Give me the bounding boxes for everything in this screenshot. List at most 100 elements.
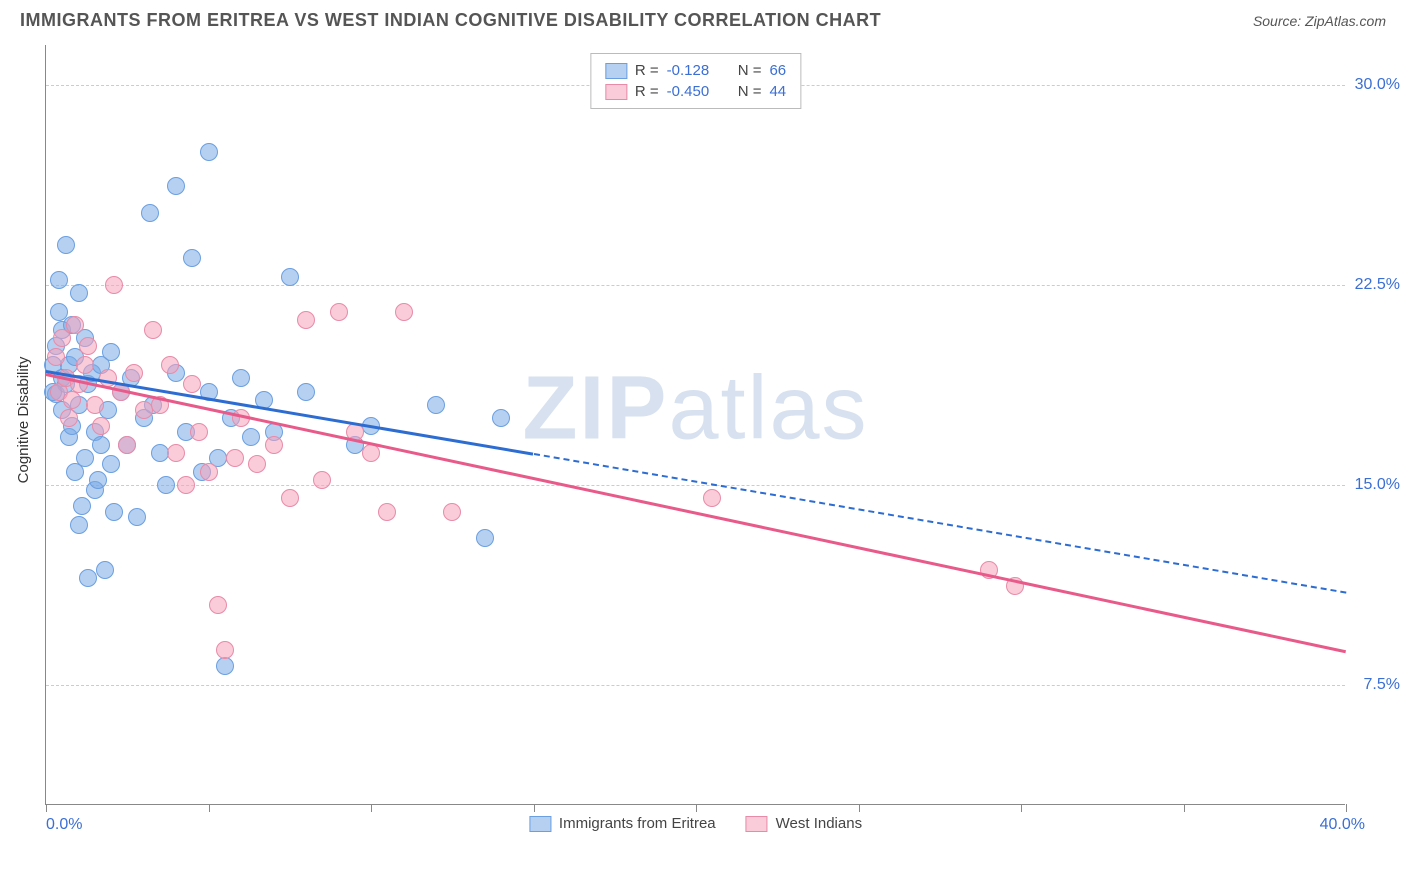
- scatter-point: [76, 449, 94, 467]
- r-value: -0.128: [667, 62, 710, 79]
- scatter-point: [281, 489, 299, 507]
- watermark-light: atlas: [668, 359, 868, 459]
- scatter-point: [118, 436, 136, 454]
- scatter-point: [63, 391, 81, 409]
- scatter-point: [216, 641, 234, 659]
- scatter-point: [105, 276, 123, 294]
- scatter-point: [492, 409, 510, 427]
- chart-title: IMMIGRANTS FROM ERITREA VS WEST INDIAN C…: [20, 10, 881, 31]
- x-tick: [1021, 804, 1022, 812]
- scatter-point: [79, 569, 97, 587]
- scatter-point: [92, 436, 110, 454]
- watermark-bold: ZIP: [522, 359, 668, 459]
- scatter-point: [297, 311, 315, 329]
- scatter-point: [378, 503, 396, 521]
- scatter-point: [60, 409, 78, 427]
- r-value: -0.450: [667, 83, 710, 100]
- scatter-point: [50, 271, 68, 289]
- legend-swatch: [529, 816, 551, 832]
- series-name: Immigrants from Eritrea: [559, 815, 716, 832]
- n-label: N =: [738, 83, 762, 100]
- scatter-point: [427, 396, 445, 414]
- x-tick: [1346, 804, 1347, 812]
- scatter-point: [443, 503, 461, 521]
- scatter-point: [66, 316, 84, 334]
- n-value: 44: [769, 83, 786, 100]
- legend-swatch: [746, 816, 768, 832]
- scatter-point: [177, 476, 195, 494]
- watermark: ZIPatlas: [522, 358, 868, 461]
- y-tick-label: 30.0%: [1355, 76, 1400, 94]
- y-tick-label: 22.5%: [1355, 276, 1400, 294]
- scatter-point: [128, 508, 146, 526]
- x-tick: [696, 804, 697, 812]
- x-tick: [46, 804, 47, 812]
- legend-swatch: [605, 63, 627, 79]
- r-label: R =: [635, 83, 659, 100]
- trend-line-dashed: [533, 453, 1346, 594]
- scatter-point: [183, 249, 201, 267]
- scatter-point: [102, 343, 120, 361]
- scatter-point: [362, 444, 380, 462]
- scatter-point: [96, 561, 114, 579]
- scatter-point: [167, 177, 185, 195]
- scatter-point: [265, 436, 283, 454]
- scatter-point: [86, 396, 104, 414]
- scatter-point: [79, 337, 97, 355]
- x-tick: [534, 804, 535, 812]
- x-tick: [1184, 804, 1185, 812]
- scatter-point: [209, 596, 227, 614]
- chart-source: Source: ZipAtlas.com: [1253, 13, 1386, 29]
- legend-swatch: [605, 84, 627, 100]
- chart-plot-area: ZIPatlas 7.5%15.0%22.5%30.0%0.0%40.0%R =…: [45, 45, 1345, 805]
- scatter-point: [161, 356, 179, 374]
- chart-header: IMMIGRANTS FROM ERITREA VS WEST INDIAN C…: [0, 0, 1406, 36]
- scatter-point: [703, 489, 721, 507]
- scatter-point: [395, 303, 413, 321]
- n-label: N =: [738, 62, 762, 79]
- x-max-label: 40.0%: [1320, 816, 1365, 834]
- scatter-point: [47, 348, 65, 366]
- scatter-point: [232, 369, 250, 387]
- y-axis-label: Cognitive Disability: [15, 357, 32, 484]
- gridline-h: [46, 485, 1345, 486]
- correlation-legend: R = -0.128 N = 66R = -0.450 N = 44: [590, 53, 801, 109]
- scatter-point: [476, 529, 494, 547]
- scatter-point: [73, 497, 91, 515]
- scatter-point: [102, 455, 120, 473]
- trend-line: [46, 373, 1347, 653]
- scatter-point: [92, 417, 110, 435]
- scatter-point: [200, 143, 218, 161]
- y-tick-label: 15.0%: [1355, 476, 1400, 494]
- series-name: West Indians: [776, 815, 862, 832]
- scatter-point: [89, 471, 107, 489]
- scatter-point: [144, 321, 162, 339]
- n-value: 66: [769, 62, 786, 79]
- scatter-point: [125, 364, 143, 382]
- series-legend: Immigrants from Eritrea West Indians: [529, 815, 862, 832]
- gridline-h: [46, 285, 1345, 286]
- scatter-point: [157, 476, 175, 494]
- series-legend-item: West Indians: [746, 815, 862, 832]
- scatter-point: [53, 329, 71, 347]
- scatter-point: [313, 471, 331, 489]
- correlation-legend-row: R = -0.128 N = 66: [605, 60, 786, 81]
- x-tick: [859, 804, 860, 812]
- scatter-point: [281, 268, 299, 286]
- x-tick: [371, 804, 372, 812]
- scatter-point: [105, 503, 123, 521]
- x-tick: [209, 804, 210, 812]
- scatter-point: [248, 455, 266, 473]
- scatter-point: [242, 428, 260, 446]
- scatter-point: [297, 383, 315, 401]
- scatter-point: [190, 423, 208, 441]
- scatter-point: [70, 284, 88, 302]
- correlation-legend-row: R = -0.450 N = 44: [605, 81, 786, 102]
- scatter-point: [216, 657, 234, 675]
- y-tick-label: 7.5%: [1364, 676, 1400, 694]
- scatter-point: [141, 204, 159, 222]
- scatter-point: [76, 356, 94, 374]
- scatter-point: [57, 236, 75, 254]
- gridline-h: [46, 685, 1345, 686]
- series-legend-item: Immigrants from Eritrea: [529, 815, 716, 832]
